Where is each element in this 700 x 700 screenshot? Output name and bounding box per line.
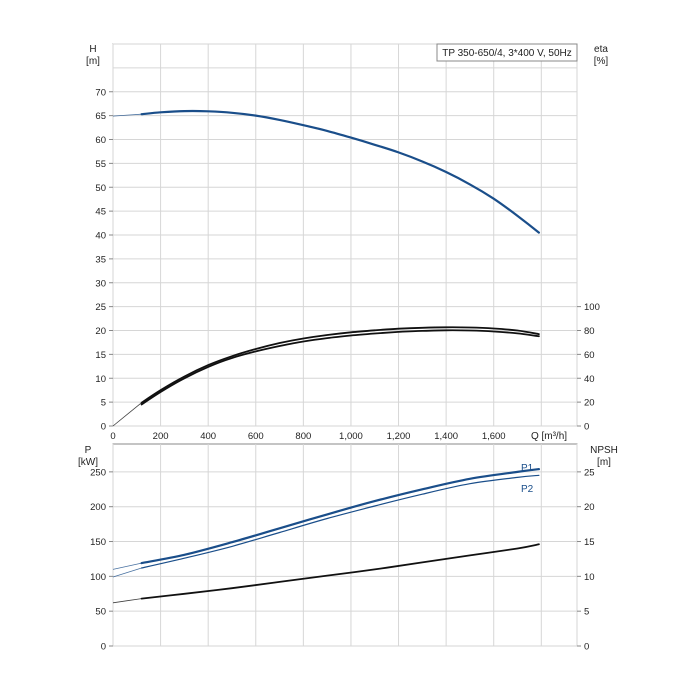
p2-power-curve-extrapolation (112, 567, 142, 578)
efficiency-curve-upper-extrapolation (112, 402, 142, 427)
eta-tick-label: 80 (584, 326, 595, 337)
axis-ticks: 0510152025303540455055606570020406080100… (90, 87, 600, 652)
h-tick-label: 20 (95, 326, 106, 337)
efficiency-curve-lower (140, 329, 540, 406)
h-tick-label: 65 (95, 111, 106, 122)
h-tick-label: 10 (95, 374, 106, 385)
data-series (112, 109, 540, 604)
eta-axis-unit: [%] (594, 56, 609, 67)
npsh-tick-label: 5 (584, 607, 589, 618)
q-tick-label: 0 (110, 431, 115, 442)
npsh-axis-unit: [m] (597, 457, 611, 468)
eta-tick-label: 100 (584, 302, 600, 313)
npsh-tick-label: 25 (584, 467, 595, 478)
p1-power-curve (140, 468, 540, 565)
p2-power-curve (141, 474, 540, 569)
chart-title: TP 350-650/4, 3*400 V, 50Hz (442, 48, 572, 59)
head-curve (140, 109, 540, 234)
eta-tick-label: 60 (584, 350, 595, 361)
q-tick-label: 400 (200, 431, 216, 442)
efficiency-curve-upper (140, 326, 540, 404)
h-tick-label: 60 (95, 135, 106, 146)
p2-series-label: P2 (521, 484, 534, 495)
h-tick-label: 55 (95, 159, 106, 170)
npsh-tick-label: 10 (584, 572, 595, 583)
h-tick-label: 35 (95, 254, 106, 265)
h-tick-label: 25 (95, 302, 106, 313)
p-axis-unit: [kW] (78, 457, 98, 468)
q-tick-label: 600 (248, 431, 264, 442)
npsh-curve-extrapolation (112, 598, 142, 604)
h-tick-label: 50 (95, 183, 106, 194)
npsh-tick-label: 20 (584, 502, 595, 513)
h-axis-label: H (89, 44, 96, 55)
h-tick-label: 15 (95, 350, 106, 361)
npsh-axis-label: NPSH (590, 445, 618, 456)
p-tick-label: 200 (90, 502, 106, 513)
p-tick-label: 100 (90, 572, 106, 583)
eta-axis-label: eta (594, 44, 608, 55)
eta-tick-label: 0 (584, 422, 589, 433)
lower-plot-frame (112, 443, 578, 647)
eta-tick-label: 40 (584, 374, 595, 385)
p-tick-label: 0 (101, 642, 106, 653)
head-curve-extrapolation (112, 113, 142, 117)
q-tick-label: 1,600 (482, 431, 506, 442)
h-axis-unit: [m] (86, 56, 100, 67)
p-tick-label: 50 (95, 607, 106, 618)
p1-series-label: P1 (521, 463, 534, 474)
q-axis-label: Q [m³/h] (531, 431, 567, 442)
h-tick-label: 0 (101, 422, 106, 433)
q-tick-label: 1,200 (387, 431, 411, 442)
h-tick-label: 30 (95, 278, 106, 289)
q-tick-label: 1,400 (434, 431, 458, 442)
h-tick-label: 5 (101, 398, 106, 409)
h-tick-label: 70 (95, 87, 106, 98)
p-axis-label: P (85, 445, 92, 456)
q-tick-label: 200 (153, 431, 169, 442)
npsh-tick-label: 0 (584, 642, 589, 653)
q-tick-label: 1,000 (339, 431, 363, 442)
h-tick-label: 40 (95, 231, 106, 242)
p1-power-curve-extrapolation (112, 562, 142, 570)
eta-tick-label: 20 (584, 398, 595, 409)
npsh-tick-label: 15 (584, 537, 595, 548)
q-tick-label: 800 (295, 431, 311, 442)
chart-title-box (436, 43, 578, 62)
p-tick-label: 250 (90, 467, 106, 478)
h-tick-label: 45 (95, 207, 106, 218)
p-tick-label: 150 (90, 537, 106, 548)
npsh-curve (140, 543, 540, 600)
